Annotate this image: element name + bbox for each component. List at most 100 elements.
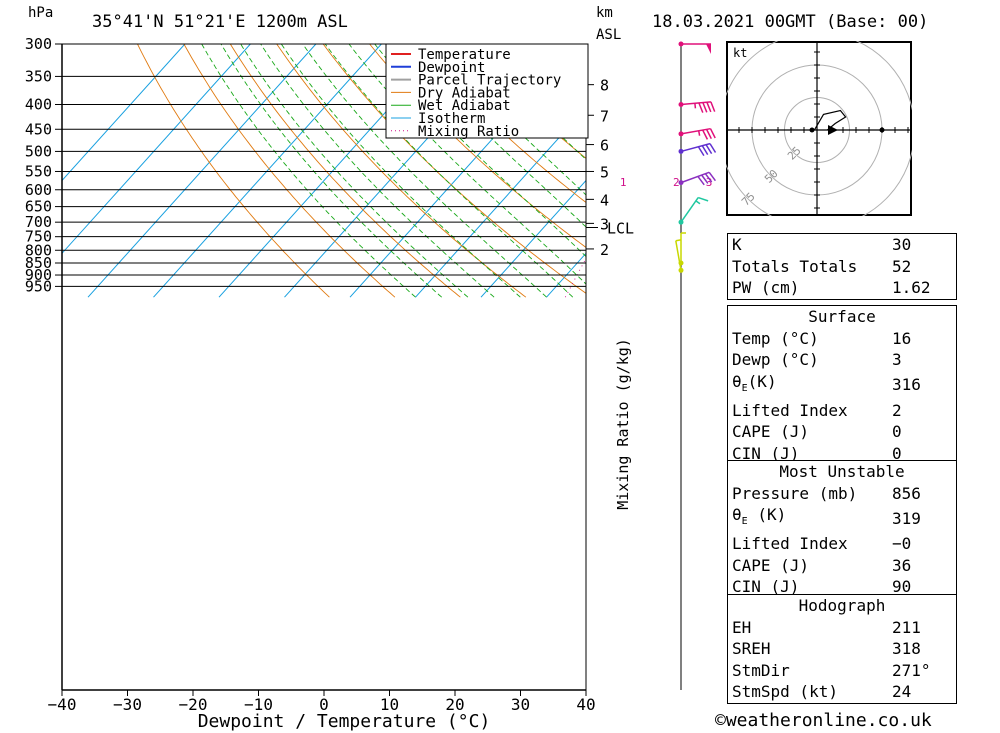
- mu-cin-label: CIN (J): [732, 577, 800, 597]
- wind-barb-flag: [697, 175, 705, 186]
- x-axis-label: Dewpoint / Temperature (°C): [198, 711, 491, 732]
- wind-barb: [680, 127, 716, 140]
- wind-barb-half-flag: [675, 239, 681, 242]
- asl-unit: ASL: [596, 27, 622, 43]
- pressure-label: 700: [25, 213, 52, 231]
- wind-barb-flag: [706, 101, 712, 113]
- wet-adiabat-line: [302, 44, 547, 298]
- wind-barb-flag: [698, 102, 704, 113]
- hodo-stats-title: Hodograph: [798, 596, 886, 615]
- wind-barb-flag: [704, 173, 713, 183]
- isotherm-line: [62, 44, 186, 182]
- wind-barb-flag: [701, 145, 709, 156]
- surface-temp-value: 16: [892, 328, 912, 348]
- hodograph-unit: kt: [733, 46, 747, 60]
- surface-table: Surface Temp (°C) 16 Dewp (°C) 3 θE(K) 316 …: [727, 305, 957, 466]
- legend-entry: Dewpoint: [418, 60, 485, 76]
- mu-theta-label: θE (K): [732, 505, 787, 528]
- most-unstable-table: Most Unstable Pressure (mb) 856 θE (K) 319…: [727, 460, 957, 599]
- hodograph-stats-table: Hodograph EH 211 SREH 318 StmDir 271° StmSp…: [727, 594, 957, 704]
- wind-barb-flag: [705, 144, 713, 155]
- wind-barb-flag: [702, 102, 708, 113]
- hodograph-trace: [813, 109, 847, 131]
- pressure-label: 450: [25, 120, 52, 138]
- eh-value: 211: [892, 617, 921, 637]
- wind-barb-flag: [710, 101, 716, 112]
- wind-barb-half-flag: [694, 103, 697, 109]
- legend-entry: Mixing Ratio: [418, 124, 519, 140]
- wind-barb-staff: [680, 127, 711, 135]
- wind-barb-half-flag: [697, 130, 701, 136]
- mu-title: Most Unstable: [779, 462, 905, 481]
- km-label: 4: [600, 191, 609, 209]
- wet-adiabat-line: [324, 44, 574, 298]
- mu-pressure-label: Pressure (mb): [732, 483, 858, 503]
- stmspd-label: StmSpd (kt): [732, 682, 838, 702]
- wind-barb-pennant: [706, 44, 711, 54]
- stmdir-label: StmDir: [732, 660, 790, 680]
- km-label: 5: [600, 163, 609, 181]
- surface-dewp-value: 3: [892, 350, 902, 370]
- legend-box: [385, 43, 589, 139]
- dry-adiabat-line: [973, 44, 1000, 297]
- x-tick-label: 10: [380, 695, 399, 714]
- stmdir-value: 271°: [892, 660, 931, 680]
- tt-value: 52: [892, 256, 912, 276]
- km-label: 7: [600, 107, 609, 125]
- wind-barb: [680, 232, 686, 264]
- mu-li-value: −0: [892, 533, 912, 553]
- pressure-label: 650: [25, 198, 52, 216]
- mixing-ratio-label: 2: [673, 176, 680, 189]
- x-tick-label: −40: [48, 695, 77, 714]
- mu-cin-value: 90: [892, 577, 912, 597]
- wind-barb-flag: [708, 171, 717, 182]
- surface-cin-label: CIN (J): [732, 443, 800, 463]
- wind-barb-staff: [680, 171, 710, 184]
- mu-theta-value: 319: [892, 508, 921, 528]
- wind-barb: [680, 142, 717, 157]
- plot-frame: [61, 44, 587, 691]
- credit-link[interactable]: ©weatheronline.co.uk: [715, 710, 932, 731]
- mu-cape-label: CAPE (J): [732, 555, 810, 575]
- x-tick-label: −30: [113, 695, 142, 714]
- wind-barb: [680, 171, 717, 186]
- km-label: 3: [600, 215, 609, 233]
- wet-adiabat-line: [201, 44, 416, 298]
- surface-theta-label: θE(K): [732, 371, 777, 394]
- eh-label: EH: [732, 617, 752, 637]
- x-tick-label: −20: [179, 695, 208, 714]
- wet-adiabat-line: [260, 44, 495, 298]
- wind-barb-staff: [680, 142, 711, 153]
- stmspd-value: 24: [892, 682, 912, 702]
- x-tick-label: −10: [244, 695, 273, 714]
- k-label: K: [732, 235, 742, 254]
- surface-dewp-label: Dewp (°C): [732, 350, 819, 370]
- wind-barb-staff: [680, 101, 711, 106]
- x-tick-label: 30: [511, 695, 530, 714]
- storm-motion-arrow: [828, 125, 838, 135]
- pressure-label: 800: [25, 241, 52, 259]
- wet-adiabat-line: [240, 44, 469, 298]
- pw-label: PW (cm): [732, 278, 800, 298]
- legend-entry: Dry Adiabat: [418, 85, 511, 101]
- km-unit: km: [596, 5, 613, 21]
- x-tick-label: 40: [576, 695, 595, 714]
- mixing-ratio-axis-label: Mixing Ratio (g/kg): [614, 338, 632, 510]
- wind-column: [675, 41, 717, 690]
- km-label: 8: [600, 77, 609, 95]
- k-value: 30: [892, 235, 912, 254]
- isotherm-line: [87, 44, 317, 298]
- isotherm-line: [480, 179, 586, 298]
- lcl-label: LCL: [607, 220, 634, 238]
- pressure-label: 750: [25, 228, 52, 246]
- mixing-ratio-line: [656, 190, 709, 297]
- isotherm-line: [153, 44, 382, 298]
- mixing-ratio-label: 1: [620, 176, 627, 189]
- surface-li-label: Lifted Index: [732, 400, 848, 420]
- indices-table: K 30 Totals Totals 52 PW (cm) 1.62: [727, 233, 957, 300]
- surface-cin-value: 0: [892, 443, 902, 463]
- isotherm-line: [415, 107, 586, 298]
- hodograph-storm-dot: [879, 127, 885, 133]
